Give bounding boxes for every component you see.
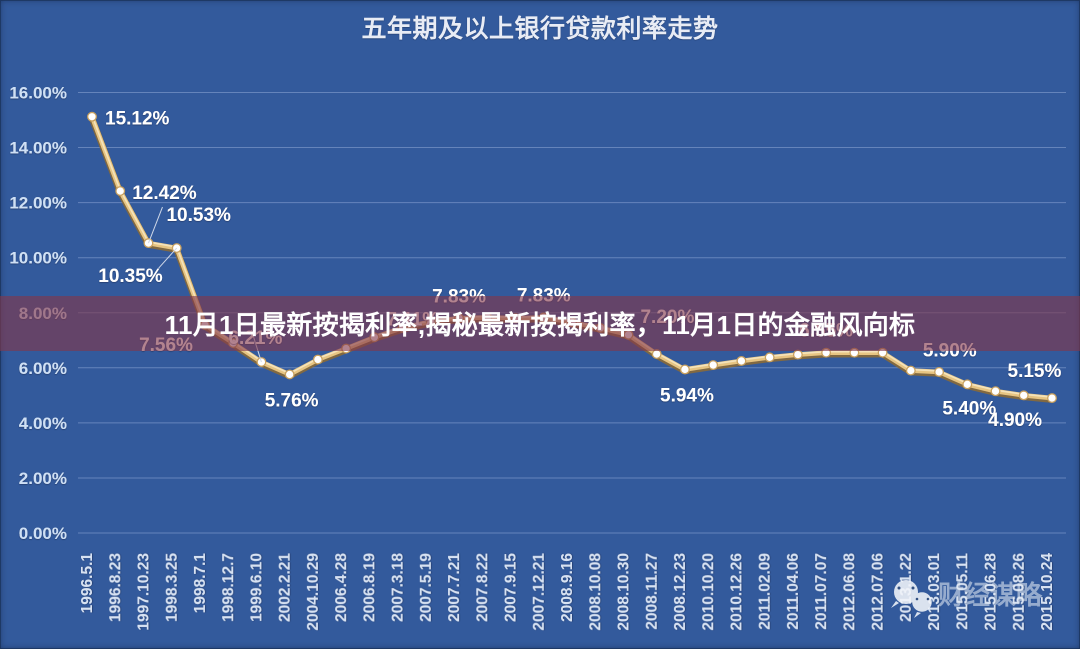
svg-text:财经谋略: 财经谋略 — [938, 580, 1043, 610]
